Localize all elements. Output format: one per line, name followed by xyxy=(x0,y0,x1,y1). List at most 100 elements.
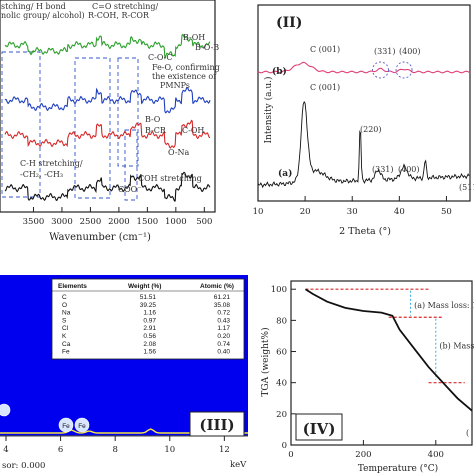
edx-axis-strip xyxy=(0,436,248,474)
edx-table-cell: 0.72 xyxy=(217,310,230,317)
xrd-x-tick-label: 10 xyxy=(253,207,264,217)
ftir-annotation: stching/ H bond xyxy=(1,2,66,11)
edx-table-cell: 61.21 xyxy=(214,294,231,301)
tga-panel-title-box xyxy=(295,413,343,441)
tga-y-tick-label: 60 xyxy=(276,348,287,358)
edx-footer: sor: 0.000 xyxy=(2,461,45,471)
tga-y-tick-label: 20 xyxy=(276,410,287,420)
ftir-series-line xyxy=(4,86,211,114)
edx-table-cell: 2.08 xyxy=(143,341,156,348)
panel-edx: 4 6 8 10 12 Elements Weight (%) Atomic (%) C 51.… xyxy=(0,275,248,474)
tga-annotation: (b) Mass loss xyxy=(439,341,474,350)
edx-table-cell: 39.25 xyxy=(140,302,157,309)
xrd-x-tick-label: 50 xyxy=(441,207,452,217)
ftir-annotation: C-H stretching/ xyxy=(20,159,83,168)
xrd-series-b-line xyxy=(257,61,471,74)
edx-peak-labels: Fe Fe xyxy=(58,417,90,433)
edx-table-cell: 0.43 xyxy=(217,317,230,324)
ftir-annotation: B-O-B xyxy=(195,43,219,52)
xrd-series-b-label: (b) xyxy=(272,66,287,77)
edx-fe-marker xyxy=(58,417,74,433)
tga-x-tick-label: 400 xyxy=(428,450,444,460)
xrd-x-axis-label: 2 Theta (°) xyxy=(339,226,391,237)
panel-tga: TGA (weight%) 0 20 40 60 80 100 0 200 400 (a) Ma… xyxy=(260,280,474,474)
ftir-frame xyxy=(0,0,216,213)
edx-x-ticks: 4 6 8 10 12 xyxy=(3,436,230,455)
xrd-y-axis-label: Intensity (a.u.) xyxy=(263,76,274,143)
tga-x-axis-label: Temperature (°C) xyxy=(358,463,438,474)
edx-table-header: Atomic (%) xyxy=(200,283,234,290)
edx-table-cell: 0.20 xyxy=(217,333,230,340)
ftir-x-tick-label: 1000 xyxy=(165,217,187,227)
ftir-annotation: B-CR xyxy=(145,126,167,135)
ftir-guide-box xyxy=(74,57,111,199)
tga-frame xyxy=(290,280,473,446)
tga-guides xyxy=(305,288,465,384)
ftir-annotation: C-OH xyxy=(182,126,204,135)
edx-table-cell: 0.40 xyxy=(217,349,230,356)
edx-x-tick-label: 8 xyxy=(112,445,117,455)
xrd-x-tick-label: 40 xyxy=(394,207,405,217)
tga-annotations: (a) Mass loss: 18 % (b) Mass loss ( xyxy=(414,301,474,438)
edx-table-box xyxy=(51,278,245,360)
ftir-annotation: COH stretching xyxy=(138,174,202,183)
ftir-annotation: R-COH, R-COR xyxy=(88,11,150,20)
ftir-annotation: Fe-O, confirming xyxy=(152,63,220,72)
xrd-patterns xyxy=(257,61,471,189)
xrd-panel-title: (II) xyxy=(276,15,302,31)
ftir-annotation: B-OH xyxy=(183,33,205,42)
edx-table-cell: K xyxy=(62,333,67,340)
ftir-series-line xyxy=(4,119,210,149)
tga-y-tick-label: 80 xyxy=(276,316,287,326)
edx-table-cell: 2.91 xyxy=(143,325,156,332)
edx-table-cell: Fe xyxy=(62,349,70,356)
panel-xrd: (II) Intensity (a.u.) 10 20 30 40 50 (b) (a) C… xyxy=(253,4,474,237)
edx-table-cell: 1.16 xyxy=(143,310,156,317)
ftir-annotation: -CH₂, -CH₃ xyxy=(20,170,63,179)
ftir-guide-box xyxy=(117,57,139,167)
tga-x-tick-label: 200 xyxy=(355,450,371,460)
ftir-x-tick-label: 500 xyxy=(196,217,212,227)
ftir-x-tick-label: 3000 xyxy=(51,217,73,227)
edx-table-cell: 1.56 xyxy=(143,349,156,356)
ftir-annotation: the existence of xyxy=(152,72,217,81)
xrd-peak-label: (400) xyxy=(398,165,420,174)
ftir-annotation: O-Na xyxy=(168,148,190,157)
tga-ticks: 0 20 40 60 80 100 0 200 400 xyxy=(271,285,444,460)
edx-table-cell: 0.97 xyxy=(143,317,156,324)
edx-table-cell: 1.17 xyxy=(217,325,230,332)
edx-table-cell: Ca xyxy=(62,341,71,348)
ftir-guide-boxes xyxy=(1,51,139,201)
xrd-x-ticks: 10 20 30 40 50 xyxy=(253,196,452,217)
ftir-x-ticks: 3500 3000 2500 2000 1500 1000 500 xyxy=(23,207,212,227)
edx-table-cell: 0.56 xyxy=(143,333,156,340)
tga-annotation: ( xyxy=(466,429,469,438)
xrd-peak-label: C (001) xyxy=(310,83,340,92)
ftir-series-line xyxy=(4,171,211,202)
edx-fe-marker xyxy=(74,417,90,433)
edx-panel-title-box xyxy=(189,411,245,437)
edx-panel-title: (III) xyxy=(199,416,234,434)
ftir-annotation: COO⁻ xyxy=(118,185,141,194)
tga-y-tick-label: 100 xyxy=(271,285,287,295)
ftir-x-axis-label: Wavenumber (cm⁻¹) xyxy=(49,232,151,243)
ftir-spectra xyxy=(4,33,211,202)
ftir-annotation: PMNPs xyxy=(160,81,190,90)
ftir-guide-box xyxy=(124,129,138,201)
xrd-series-a-label: (a) xyxy=(278,168,292,179)
xrd-peak-circle xyxy=(395,61,413,79)
tga-y-tick-label: 0 xyxy=(282,441,287,451)
edx-table-cell: Na xyxy=(62,310,71,317)
edx-x-tick-label: 10 xyxy=(164,445,175,455)
xrd-x-tick-label: 20 xyxy=(300,207,311,217)
ftir-series-line xyxy=(4,33,211,60)
tga-curve-line xyxy=(305,288,473,412)
edx-peak-marker xyxy=(0,403,11,417)
edx-table-cell: S xyxy=(62,317,67,324)
xrd-annotations: (b)(a)C (001) (331) (400)C (001)(220)(331)… xyxy=(272,45,474,192)
xrd-peak-label: (400) xyxy=(399,47,421,56)
edx-table-cell: 0.74 xyxy=(217,341,230,348)
edx-table-header: Elements xyxy=(58,283,87,290)
edx-table-cell: Cl xyxy=(62,325,69,332)
